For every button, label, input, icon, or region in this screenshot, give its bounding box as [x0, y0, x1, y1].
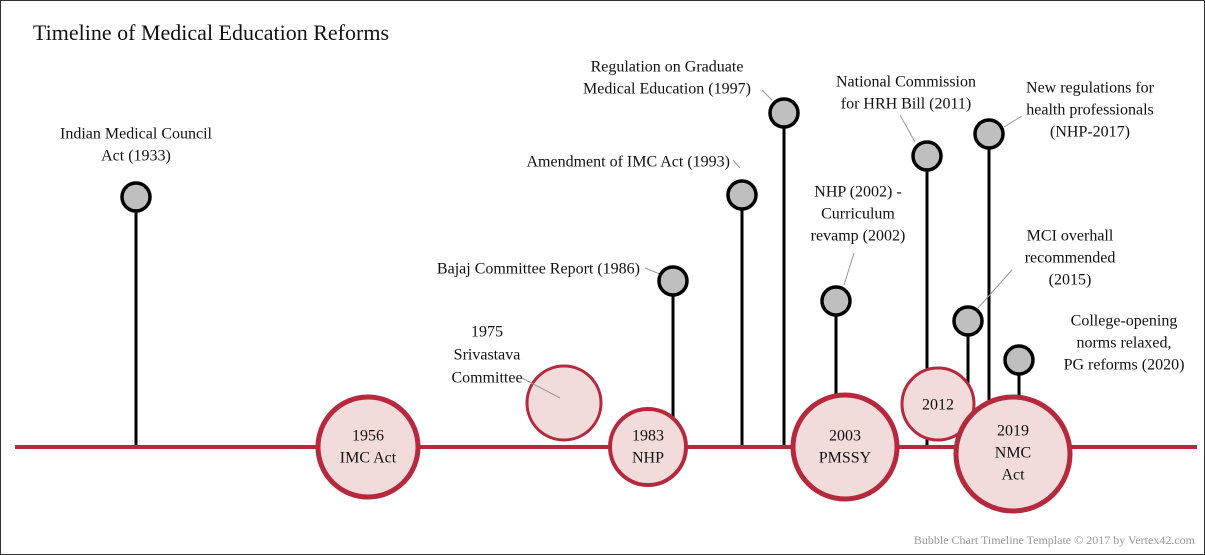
- bubble-label: NMC: [995, 445, 1031, 462]
- event-label: Regulation on Graduate: [591, 59, 744, 76]
- event-label: health professionals: [1026, 102, 1154, 119]
- bubble: [953, 394, 1073, 514]
- event-label: for HRH Bill (2011): [841, 96, 972, 113]
- bubble-label: NHP: [632, 450, 664, 467]
- event-label: (NHP-2017): [1050, 124, 1130, 141]
- leader: [521, 377, 561, 399]
- event-marker: [726, 179, 758, 211]
- event-label: College-opening: [1071, 313, 1178, 330]
- bubble-label: Committee: [451, 370, 522, 387]
- leader: [761, 89, 773, 101]
- event-label: revamp (2002): [811, 228, 906, 245]
- bubble-label: 1975: [471, 324, 503, 341]
- event-label: New regulations for: [1026, 80, 1155, 97]
- bubble-label: 2019: [997, 423, 1029, 440]
- event-label: MCI overhall: [1027, 228, 1114, 245]
- bubble: [900, 366, 976, 442]
- title: Timeline of Medical Education Reforms: [33, 20, 389, 45]
- bubble-label: PMSSY: [819, 450, 872, 467]
- event-label: Curriculum: [821, 206, 895, 223]
- event-marker: [952, 305, 984, 337]
- bubble-label: Srivastava: [454, 347, 521, 364]
- event-label: Act (1933): [101, 148, 171, 165]
- event-label: PG reforms (2020): [1064, 357, 1185, 374]
- event-marker: [1003, 344, 1035, 376]
- event-label: Medical Education (1997): [583, 81, 751, 98]
- footer: Bubble Chart Timeline Template © 2017 by…: [914, 533, 1196, 547]
- bubble: [790, 392, 900, 502]
- bubble: [315, 394, 421, 500]
- bubble-label: 1956: [352, 428, 384, 445]
- bubble-label: Act: [1001, 467, 1025, 484]
- bubble-label: 1983: [632, 428, 664, 445]
- event-marker: [768, 97, 800, 129]
- event-label: Bajaj Committee Report (1986): [437, 261, 640, 278]
- event-label: (2015): [1049, 272, 1092, 289]
- event-label: norms relaxed,: [1076, 335, 1171, 352]
- bubble-label: IMC Act: [340, 450, 397, 467]
- event-label: National Commission: [836, 74, 976, 91]
- leader: [843, 252, 855, 286]
- event-label: Amendment of IMC Act (1993): [526, 154, 730, 171]
- event-label: Indian Medical Council: [60, 126, 213, 143]
- leader: [899, 114, 916, 143]
- event-marker: [911, 140, 943, 172]
- event-marker: [657, 265, 689, 297]
- leader: [644, 267, 661, 275]
- event-marker: [820, 285, 852, 317]
- bubble: [608, 407, 688, 487]
- event-marker: [973, 118, 1005, 150]
- event-marker: [120, 181, 152, 213]
- event-label: recommended: [1025, 250, 1116, 267]
- bubble: [525, 364, 603, 442]
- leader: [1003, 115, 1023, 128]
- event-label: NHP (2002) -: [814, 184, 901, 201]
- bubble-label: 2012: [922, 397, 954, 414]
- leader: [977, 269, 1013, 309]
- leader: [732, 159, 741, 169]
- bubble-label: 2003: [829, 428, 861, 445]
